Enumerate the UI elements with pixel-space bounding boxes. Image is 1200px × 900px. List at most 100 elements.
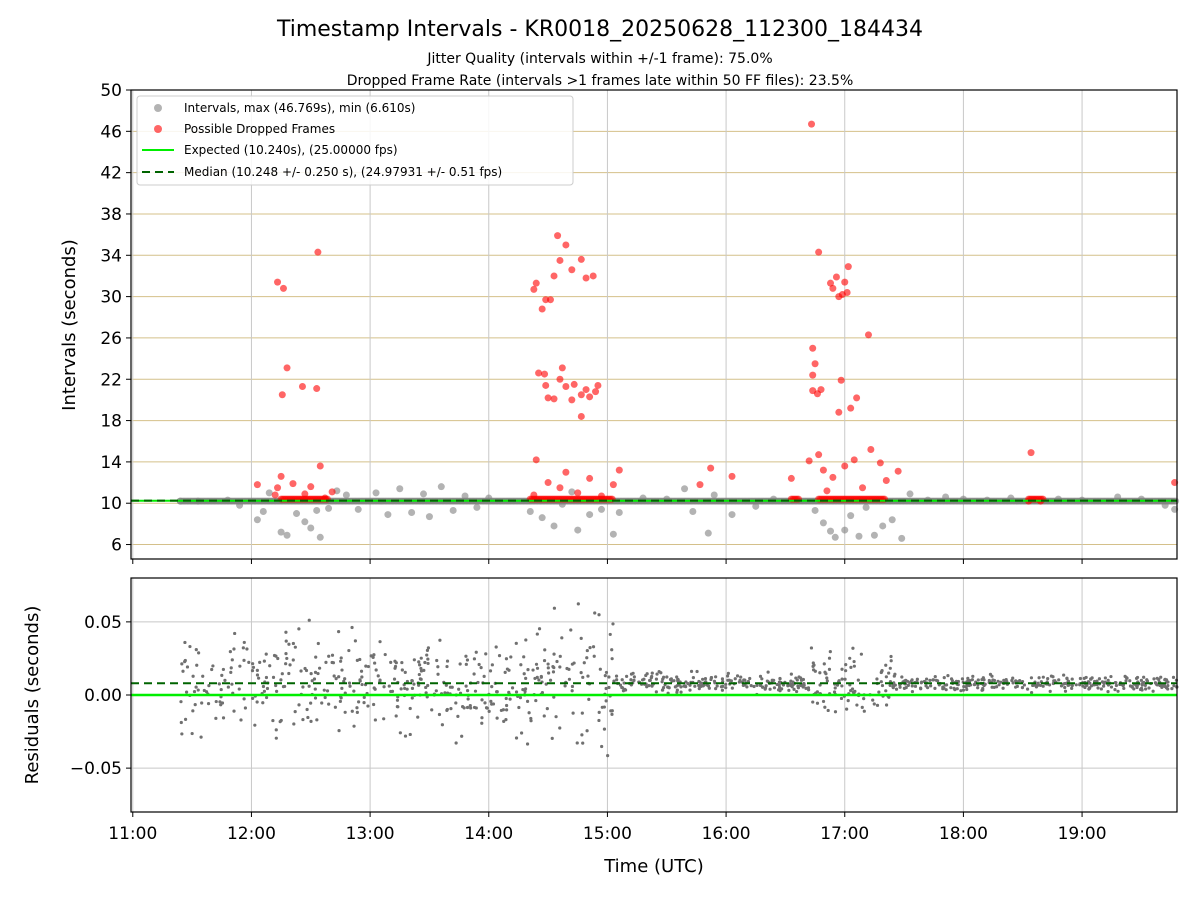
- residual-point: [597, 710, 601, 714]
- residual-point: [262, 689, 267, 693]
- dropped-frame-point: [586, 393, 594, 401]
- residual-point: [976, 678, 980, 682]
- time-x-axis-label: Time (UTC): [603, 856, 704, 877]
- residual-point: [436, 672, 440, 676]
- dropped-frame-point: [298, 382, 306, 390]
- residual-point: [825, 679, 829, 683]
- residual-point: [956, 679, 961, 684]
- residual-point: [632, 675, 637, 679]
- residual-point: [787, 688, 791, 692]
- residual-point: [952, 686, 956, 690]
- residual-point: [297, 703, 301, 707]
- residual-point: [465, 658, 470, 662]
- residual-point: [607, 685, 611, 690]
- residual-point: [288, 663, 292, 667]
- residual-point: [826, 708, 830, 713]
- residual-point: [410, 679, 414, 683]
- residual-point: [480, 698, 484, 702]
- residual-point: [1152, 677, 1156, 681]
- residual-point: [395, 704, 399, 709]
- interval-point: [586, 511, 594, 519]
- residual-point: [193, 702, 197, 707]
- interval-point: [372, 489, 380, 497]
- residual-point: [309, 672, 313, 676]
- interval-point: [253, 516, 261, 524]
- residual-point: [670, 679, 674, 683]
- residual-point: [400, 668, 404, 672]
- residual-point: [343, 677, 347, 681]
- dropped-frame-point: [577, 255, 585, 263]
- residual-point: [462, 706, 466, 710]
- residual-point: [733, 677, 737, 681]
- residual-point: [412, 658, 416, 662]
- residual-point: [338, 699, 342, 703]
- y-tick-label: −0.05: [70, 759, 122, 779]
- residual-point: [179, 720, 183, 725]
- residual-point: [197, 651, 201, 655]
- residual-point: [255, 700, 259, 704]
- residual-point: [775, 682, 779, 687]
- residual-point: [280, 672, 284, 676]
- residual-point: [268, 664, 272, 668]
- residual-point: [872, 702, 876, 706]
- y-tick-label: 46: [100, 122, 122, 142]
- dropped-frame-point: [538, 305, 546, 313]
- dropped-frame-point: [615, 466, 623, 474]
- residual-point: [879, 670, 883, 675]
- residual-point: [318, 666, 322, 670]
- residual-point: [884, 675, 888, 679]
- residual-point: [919, 686, 923, 690]
- residual-point: [535, 666, 540, 670]
- residual-point: [1035, 683, 1039, 687]
- residual-point: [540, 691, 545, 695]
- residual-point: [1087, 686, 1092, 690]
- residual-point: [256, 676, 261, 680]
- residual-point: [766, 670, 770, 674]
- residual-point: [330, 653, 335, 657]
- residual-point: [519, 663, 523, 667]
- interval-point: [283, 531, 291, 539]
- residual-point: [1166, 683, 1170, 688]
- dropped-frame-point: [609, 481, 617, 489]
- x-tick-label: 15:00: [583, 824, 632, 844]
- residual-point: [366, 704, 370, 708]
- residual-point: [505, 708, 509, 712]
- dropped-frame-point: [894, 467, 902, 475]
- residual-point: [851, 646, 855, 650]
- residual-point: [606, 754, 610, 758]
- interval-point: [689, 507, 697, 515]
- residual-point: [900, 675, 904, 679]
- residual-point: [772, 678, 776, 682]
- residual-point: [206, 702, 211, 706]
- residual-point: [575, 741, 579, 745]
- residual-point: [1106, 678, 1110, 682]
- residual-point: [264, 675, 269, 680]
- interval-point: [1171, 505, 1179, 513]
- interval-point: [831, 533, 839, 541]
- residuals-y-axis-label: Residuals (seconds): [22, 606, 43, 785]
- interval-point: [615, 509, 623, 517]
- residual-point: [444, 683, 448, 687]
- residual-point: [424, 685, 428, 690]
- residual-point: [823, 705, 827, 709]
- residual-point: [473, 689, 478, 693]
- residual-point: [620, 685, 624, 690]
- residual-point: [518, 696, 523, 700]
- interval-point: [293, 510, 301, 518]
- interval-point: [313, 506, 321, 514]
- residual-point: [387, 684, 391, 688]
- residual-point: [777, 680, 782, 684]
- residual-point: [337, 675, 341, 679]
- residual-point: [735, 674, 740, 678]
- residual-point: [389, 660, 393, 664]
- residual-point: [183, 658, 187, 663]
- residual-point: [465, 689, 470, 693]
- dropped-frame-point: [859, 484, 867, 492]
- interval-point: [819, 519, 827, 527]
- residual-point: [448, 685, 453, 689]
- residual-point: [214, 716, 218, 720]
- residual-point: [221, 716, 226, 720]
- dropped-frame-point: [882, 476, 890, 484]
- residual-point: [587, 697, 591, 701]
